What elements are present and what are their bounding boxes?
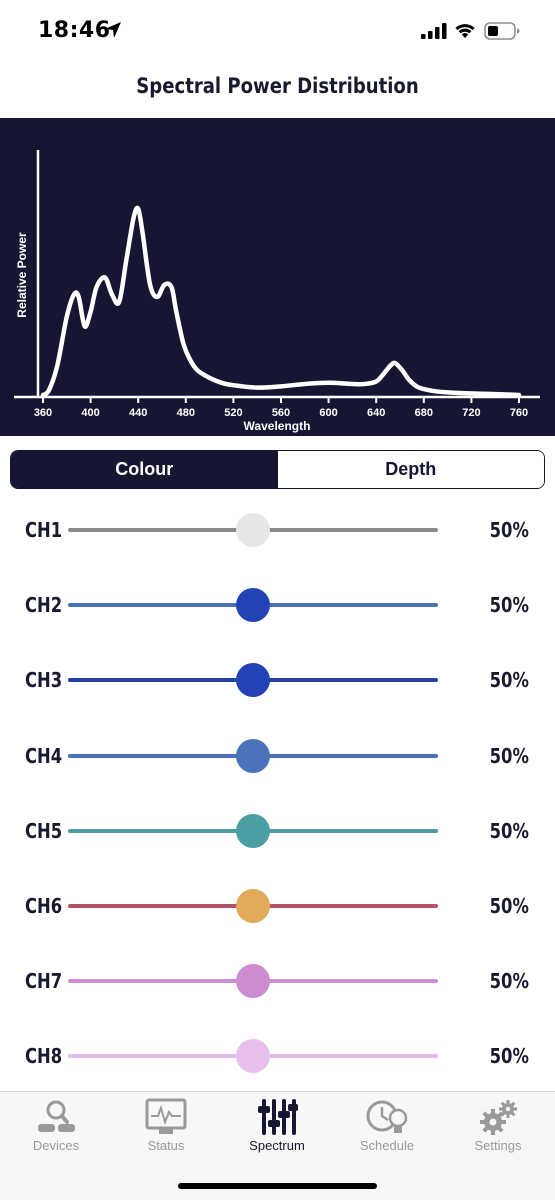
channel-label: CH4 — [25, 743, 63, 768]
view-mode-segmented-control: Colour Depth — [10, 450, 545, 489]
channel-slider-thumb[interactable] — [236, 1039, 270, 1074]
x-tick-label: 520 — [224, 407, 242, 419]
home-indicator — [178, 1183, 377, 1189]
x-axis-label: Wavelength — [244, 419, 311, 433]
channel-value: 50% — [489, 668, 529, 693]
channel-row-ch6: CH6 50% — [0, 876, 555, 936]
channel-row-ch7: CH7 50% — [0, 951, 555, 1011]
x-tick-label: 360 — [34, 407, 52, 419]
channel-slider-thumb[interactable] — [236, 513, 270, 547]
channel-row-ch8: CH8 50% — [0, 1026, 555, 1086]
wifi-icon — [455, 24, 475, 38]
channel-label: CH8 — [25, 1044, 63, 1069]
cellular-signal-icon — [421, 23, 447, 39]
channel-slider-thumb[interactable] — [236, 813, 270, 848]
location-arrow-icon — [105, 22, 121, 38]
gears-icon — [480, 1100, 517, 1135]
channel-label: CH3 — [25, 668, 63, 693]
x-tick-label: 480 — [177, 407, 195, 419]
channel-value: 50% — [489, 743, 529, 768]
tab-label: Schedule — [359, 1138, 415, 1153]
y-axis-label: Relative Power — [15, 232, 29, 318]
status-bar: 18:46 — [0, 0, 555, 62]
channel-label: CH2 — [25, 593, 63, 618]
tab-devices[interactable]: Devices — [6, 1098, 106, 1158]
page-title: Spectral Power Distribution — [136, 74, 419, 98]
spectrum-series-line — [40, 205, 522, 398]
spectrum-chart-panel: 360 400 440 480 520 560 600 640 680 720 760 Wavele… — [0, 118, 555, 436]
channel-row-ch4: CH4 50% — [0, 726, 555, 786]
channel-label: CH5 — [25, 818, 63, 843]
x-tick-label: 640 — [367, 407, 385, 419]
channel-value: 50% — [489, 894, 529, 918]
tab-status[interactable]: Status — [116, 1098, 216, 1158]
clock-bulb-icon — [366, 1100, 408, 1133]
battery-icon — [484, 22, 520, 40]
x-tick-label: 680 — [415, 407, 433, 419]
channel-slider-thumb[interactable] — [236, 964, 270, 999]
channel-row-ch5: CH5 50% — [0, 801, 555, 861]
tab-label: Status — [147, 1138, 185, 1153]
tab-label: Spectrum — [249, 1138, 305, 1153]
tab-spectrum[interactable]: Spectrum — [227, 1098, 327, 1158]
x-tick-label: 560 — [272, 407, 290, 419]
channel-value: 50% — [489, 518, 529, 542]
channel-value: 50% — [489, 1044, 529, 1069]
devices-icon — [38, 1100, 75, 1132]
channel-label: CH1 — [25, 518, 63, 542]
channel-label: CH6 — [25, 894, 63, 918]
depth-tab-button[interactable]: Depth — [277, 451, 544, 488]
channel-slider-thumb[interactable] — [236, 663, 270, 698]
channel-value: 50% — [489, 969, 529, 994]
sliders-icon — [258, 1099, 298, 1135]
x-tick-label: 720 — [462, 407, 480, 419]
x-tick-label: 440 — [129, 407, 147, 419]
x-tick-labels: 360 400 440 480 520 560 600 640 680 720 760 — [34, 397, 528, 419]
tab-schedule[interactable]: Schedule — [337, 1098, 437, 1158]
channel-value: 50% — [489, 593, 529, 618]
bottom-tab-bar: Devices Status Spectrum — [0, 1091, 555, 1200]
status-monitor-icon — [145, 1098, 187, 1134]
status-time: 18:46 — [38, 18, 111, 43]
tab-label: Devices — [32, 1138, 80, 1153]
x-tick-label: 600 — [319, 407, 337, 419]
channel-slider-thumb[interactable] — [236, 588, 270, 623]
colour-tab-button[interactable]: Colour — [11, 451, 278, 488]
tab-label: Settings — [474, 1138, 522, 1153]
channel-slider-thumb[interactable] — [236, 889, 270, 923]
x-tick-label: 760 — [510, 407, 528, 419]
channel-row-ch1: CH1 50% — [0, 500, 555, 560]
channel-label: CH7 — [25, 969, 63, 994]
spectral-power-chart: 360 400 440 480 520 560 600 640 680 720 760 Wavele… — [14, 150, 540, 433]
channel-row-ch3: CH3 50% — [0, 650, 555, 710]
channel-slider-thumb[interactable] — [236, 738, 270, 773]
x-tick-label: 400 — [81, 407, 99, 419]
channel-row-ch2: CH2 50% — [0, 575, 555, 635]
channel-value: 50% — [489, 818, 529, 843]
tab-settings[interactable]: Settings — [448, 1098, 548, 1158]
